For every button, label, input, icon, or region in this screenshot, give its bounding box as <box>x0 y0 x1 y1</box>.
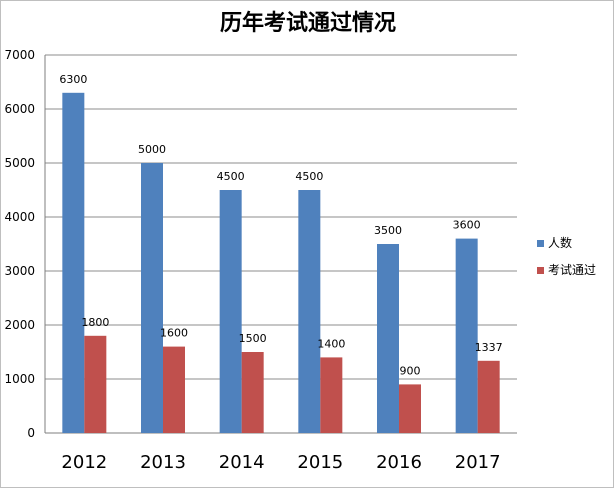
x-tick-label: 2012 <box>61 452 107 473</box>
x-tick-label: 2014 <box>219 452 265 473</box>
data-label: 900 <box>400 364 421 377</box>
x-axis-ticks: 2012 2013 2014 2015 2016 2017 <box>61 452 500 473</box>
x-tick-label: 2013 <box>140 452 186 473</box>
data-label: 1600 <box>160 327 188 340</box>
data-label: 1337 <box>475 341 503 354</box>
legend-swatch <box>537 267 544 274</box>
y-tick-label: 3000 <box>4 264 35 278</box>
y-tick-label: 6000 <box>4 102 35 116</box>
bars <box>62 92 500 434</box>
data-label: 1500 <box>239 332 267 345</box>
data-label: 4500 <box>295 170 323 183</box>
bar-人数-2016 <box>377 244 399 433</box>
bar-人数-2012 <box>62 92 85 434</box>
data-label: 6300 <box>59 73 87 86</box>
bar-人数-2014 <box>219 190 242 433</box>
y-axis-ticks: 0 1000 2000 3000 4000 5000 6000 7000 <box>4 48 35 440</box>
legend-swatch <box>537 240 544 247</box>
chart-title: 历年考试通过情况 <box>220 10 396 36</box>
y-tick-label: 5000 <box>4 156 35 170</box>
bar-考试通过-2016 <box>399 384 421 433</box>
data-label: 1800 <box>81 316 109 329</box>
legend-label: 考试通过 <box>548 262 596 277</box>
data-label: 4500 <box>217 170 245 183</box>
y-tick-label: 1000 <box>4 372 35 386</box>
y-tick-label: 4000 <box>4 210 35 224</box>
data-label: 3600 <box>453 219 481 232</box>
gridlines <box>44 54 517 434</box>
bar-人数-2017 <box>455 238 478 433</box>
legend-label: 人数 <box>548 235 572 250</box>
data-label: 3500 <box>374 224 402 237</box>
bar-考试通过-2013 <box>163 346 185 433</box>
y-tick-label: 0 <box>27 426 35 440</box>
bar-考试通过-2015 <box>320 357 343 433</box>
x-tick-label: 2017 <box>455 452 501 473</box>
bar-考试通过-2014 <box>241 352 264 433</box>
y-tick-label: 2000 <box>4 318 35 332</box>
data-labels: 6300 1800 5000 1600 4500 1500 4500 1400 3500 900 3… <box>59 73 502 378</box>
x-tick-label: 2016 <box>376 452 422 473</box>
data-label: 1400 <box>317 337 345 350</box>
bar-考试通过-2012 <box>84 335 107 433</box>
bar-人数-2013 <box>141 163 163 433</box>
bar-人数-2015 <box>298 190 321 433</box>
y-tick-label: 7000 <box>4 48 35 62</box>
x-tick-label: 2015 <box>297 452 343 473</box>
data-label: 5000 <box>138 143 166 156</box>
bar-考试通过-2017 <box>477 360 500 433</box>
